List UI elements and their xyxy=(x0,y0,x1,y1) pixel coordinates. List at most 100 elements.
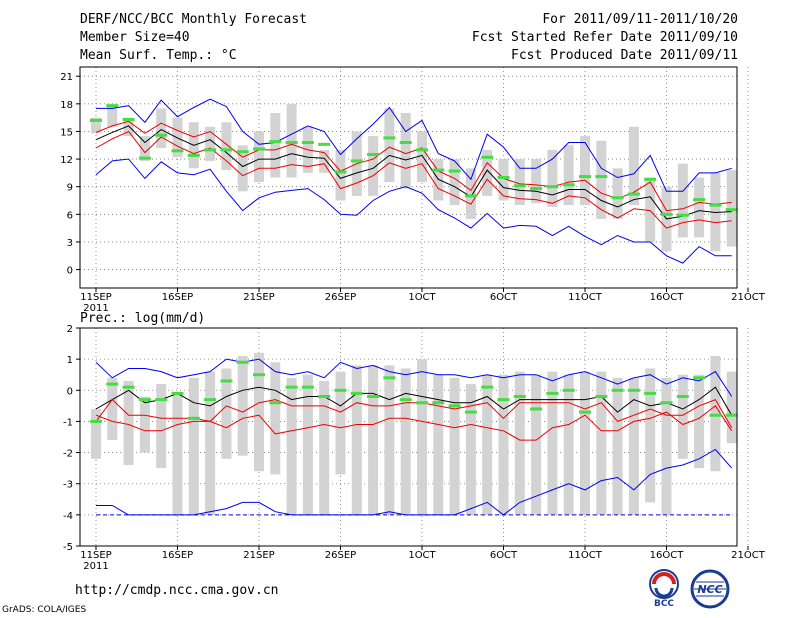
y-tick-label: -5 xyxy=(63,542,73,553)
range-bar xyxy=(449,159,460,206)
green-marker xyxy=(725,208,738,212)
plot-frame xyxy=(79,327,738,547)
precipitation-panel: -5 -4 -3 -2 -1 0 1 2 11SEP 16SEP 21SEP 26SEP 1OCT 6OC… xyxy=(63,324,766,572)
y-tick-label: 9 xyxy=(67,183,73,194)
grads-credit: GrADS: COLA/IGES xyxy=(2,605,87,615)
x-tick-label: 16SEP xyxy=(162,550,193,561)
range-bar xyxy=(726,371,737,444)
range-bar xyxy=(628,126,639,206)
range-bar xyxy=(514,371,525,515)
green-marker xyxy=(562,183,575,187)
green-marker xyxy=(155,133,168,137)
y-tick-label: -1 xyxy=(63,417,73,428)
green-marker xyxy=(220,148,233,152)
upper-red-line xyxy=(95,398,733,428)
x-year-label: 2011 xyxy=(83,561,108,572)
green-marker xyxy=(595,395,608,399)
x-tick-label: 21SEP xyxy=(243,292,274,303)
x-tick-label: 21SEP xyxy=(243,550,274,561)
range-bar xyxy=(694,374,705,469)
range-bar xyxy=(172,393,183,515)
green-marker xyxy=(334,388,347,392)
x-year-label: 2011 xyxy=(83,303,108,314)
green-marker xyxy=(448,404,461,408)
green-marker xyxy=(301,385,314,389)
range-bar xyxy=(596,371,607,515)
range-bar xyxy=(270,362,281,475)
x-tick-label: 11SEP xyxy=(80,550,111,561)
range-bar xyxy=(335,149,346,201)
range-bar xyxy=(531,159,542,204)
green-marker xyxy=(464,410,477,414)
green-marker xyxy=(432,401,445,405)
range-bar xyxy=(417,131,427,183)
green-marker xyxy=(693,376,706,380)
ensemble-mean-line xyxy=(95,125,732,220)
x-tick-label: 26SEP xyxy=(325,292,356,303)
green-marker xyxy=(416,148,428,152)
green-marker xyxy=(709,203,722,207)
range-bar xyxy=(498,374,509,515)
green-marker xyxy=(611,388,624,392)
green-marker xyxy=(236,360,249,364)
range-bar xyxy=(188,377,199,515)
temperature-panel: 0 3 6 9 12 15 18 21 11SEP 16SEP 21SEP 26SEP 1OCT 6OCT… xyxy=(60,66,766,314)
range-bar xyxy=(710,356,721,472)
green-marker xyxy=(204,398,217,402)
range-bar xyxy=(433,374,444,515)
range-bar xyxy=(107,103,118,127)
green-marker xyxy=(367,395,380,399)
range-bar xyxy=(368,136,379,196)
range-bar xyxy=(123,380,134,466)
range-bar xyxy=(351,365,362,515)
green-marker xyxy=(481,155,494,159)
range-bar xyxy=(547,149,558,207)
green-marker xyxy=(562,388,575,392)
y-tick-label: 3 xyxy=(67,238,73,249)
range-bar xyxy=(205,126,216,161)
green-marker xyxy=(155,398,168,402)
x-tick-label: 26SEP xyxy=(325,550,356,561)
range-bar xyxy=(254,131,264,183)
green-marker xyxy=(269,140,282,144)
range-bar xyxy=(139,136,150,161)
x-tick-label: 16SEP xyxy=(162,292,193,303)
green-marker xyxy=(579,175,591,179)
y-tick-label: 21 xyxy=(60,72,73,83)
green-marker xyxy=(334,170,347,174)
green-marker xyxy=(138,398,151,402)
lower-red-line xyxy=(95,405,733,441)
range-bar xyxy=(237,145,248,192)
green-marker xyxy=(236,150,249,154)
range-bar xyxy=(677,163,688,238)
range-bar xyxy=(677,374,688,459)
range-bar xyxy=(580,371,590,515)
range-bar xyxy=(628,377,639,515)
green-marker xyxy=(106,382,119,386)
green-marker xyxy=(497,398,510,402)
green-marker xyxy=(481,385,494,389)
green-marker xyxy=(383,136,396,140)
range-bar xyxy=(547,371,558,515)
green-marker xyxy=(725,413,738,417)
green-marker xyxy=(530,407,543,411)
range-bar xyxy=(400,368,411,515)
y-tick-label: 0 xyxy=(67,266,73,277)
ncc-logo: NCC xyxy=(690,569,730,609)
range-bar xyxy=(286,377,297,515)
green-marker xyxy=(513,184,526,188)
range-bar xyxy=(384,108,395,183)
green-marker xyxy=(350,391,363,395)
website-url[interactable]: http://cmdp.ncc.cma.gov.cn xyxy=(75,583,279,598)
range-bar xyxy=(270,113,281,178)
green-marker xyxy=(399,398,412,402)
y-tick-label: 6 xyxy=(67,210,73,221)
fcst-produced-date: Fcst Produced Date 2011/09/11 xyxy=(511,48,738,63)
range-bar xyxy=(482,149,493,196)
ncc-logo-text: NCC xyxy=(697,583,722,596)
range-bar xyxy=(123,117,134,137)
x-tick-label: 1OCT xyxy=(408,292,436,303)
range-bar xyxy=(563,374,574,515)
green-marker xyxy=(497,176,510,179)
green-marker xyxy=(90,118,102,122)
